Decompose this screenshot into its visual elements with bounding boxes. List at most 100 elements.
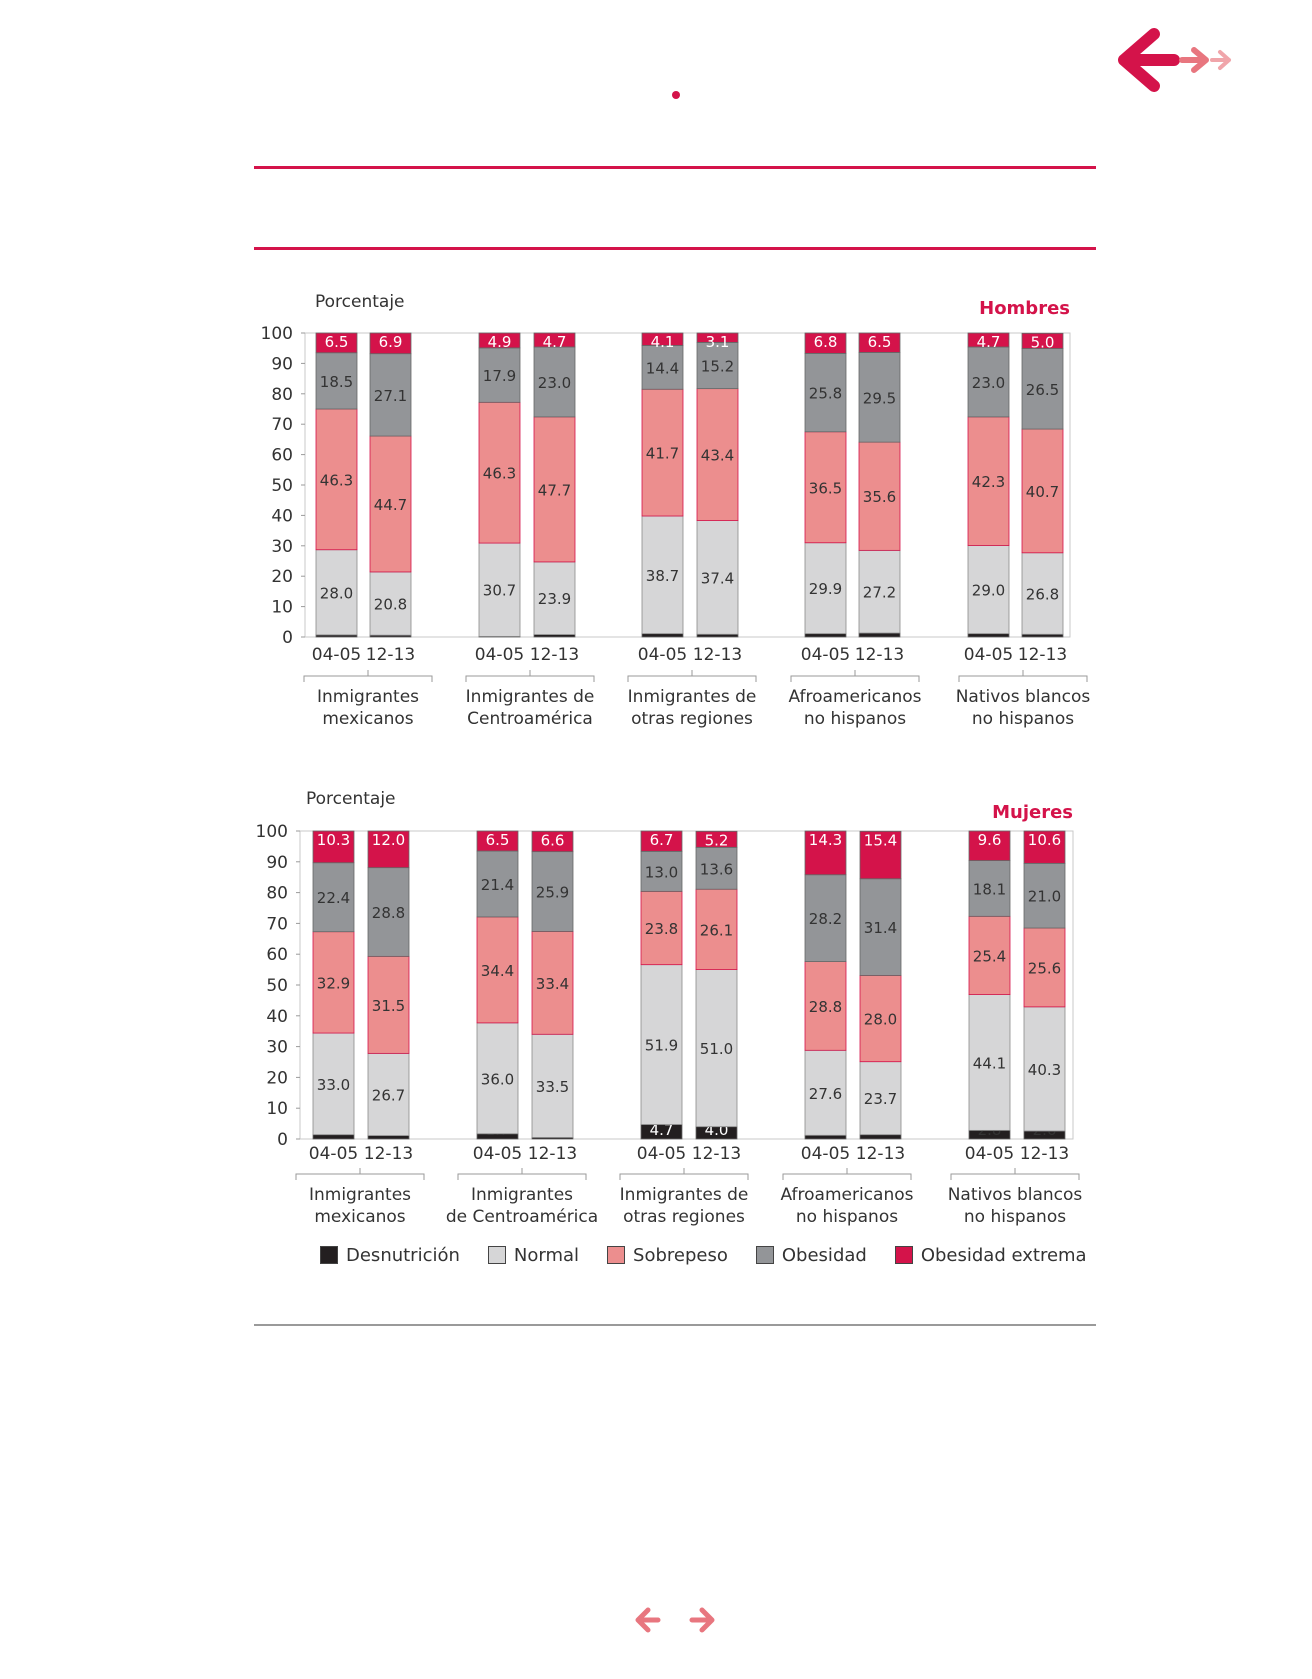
legend-item-sobrepeso: Sobrepeso: [607, 1245, 728, 1266]
data-label-normal: 20.8: [374, 596, 407, 614]
group-label: otras regiones: [631, 709, 753, 729]
data-label-obesidad: 25.8: [809, 385, 842, 403]
y-tick-label: 50: [271, 476, 293, 496]
group-label: Nativos blancos: [948, 1185, 1083, 1205]
data-label-normal: 26.8: [1026, 586, 1059, 604]
data-label-normal: 30.7: [483, 582, 516, 600]
data-label-sobrepeso: 36.5: [809, 479, 842, 497]
data-label-normal: 44.1: [973, 1054, 1006, 1072]
data-label-normal: 27.2: [863, 584, 896, 602]
bar-segment-normal: [804, 1049, 847, 1136]
data-label-sobrepeso: 46.3: [320, 471, 353, 489]
x-tick-label: 12-13: [1020, 1144, 1069, 1164]
bar-segment-normal: [859, 1061, 902, 1136]
data-label-sobrepeso: 23.8: [645, 920, 678, 938]
x-tick-label: 04-05: [965, 1144, 1014, 1164]
legend-item-obesidad_extrema: Obesidad extrema: [894, 1244, 1087, 1266]
bar-segment-obesidad: [1023, 862, 1066, 929]
data-label-sobrepeso: 42.3: [972, 473, 1005, 491]
next-page-icon[interactable]: [689, 1607, 715, 1633]
data-label-obesidad_extrema: 4.7: [543, 333, 567, 351]
y-tick-label: 80: [271, 385, 293, 405]
bar-segment-normal: [641, 515, 684, 635]
legend-swatch: [607, 1246, 626, 1264]
data-label-sobrepeso: 43.4: [701, 447, 734, 465]
bar-segment-sobrepeso: [315, 408, 358, 551]
y-tick-label: 90: [266, 853, 288, 873]
next-arrow-icon[interactable]: [1210, 50, 1231, 70]
data-label-obesidad: 31.4: [864, 919, 897, 937]
group-label: mexicanos: [314, 1207, 405, 1227]
legend-label: Obesidad extrema: [920, 1244, 1087, 1266]
group-bracket: [782, 1168, 912, 1180]
y-tick-label: 70: [266, 914, 288, 934]
bar-segment-obesidad: [531, 851, 574, 932]
group-label: Inmigrantes de: [620, 1185, 749, 1205]
legend-swatch: [320, 1246, 338, 1264]
chart-legend: Desnutrición Normal Sobrepeso Obesidad Obesi…: [320, 1240, 1115, 1270]
data-label-normal: 28.0: [320, 584, 353, 602]
group-bracket: [950, 1168, 1080, 1180]
group-label: no hispanos: [796, 1207, 898, 1227]
legend-label: Normal: [513, 1244, 580, 1266]
data-label-sobrepeso: 40.7: [1026, 483, 1059, 501]
bar-segment-obesidad: [369, 353, 412, 437]
data-label-obesidad: 28.8: [372, 904, 405, 922]
group-label: no hispanos: [804, 709, 906, 729]
x-tick-label: 04-05: [964, 645, 1013, 665]
plot-frame: [304, 332, 1071, 638]
data-label-sobrepeso: 26.1: [700, 921, 733, 939]
bar-segment-normal: [315, 549, 358, 636]
bar-segment-normal: [695, 969, 738, 1128]
bar-segment-obesidad_extrema: [641, 332, 684, 346]
data-label-obesidad: 13.0: [645, 863, 678, 881]
bottom-navigation: [635, 1607, 715, 1633]
bar-segment-obesidad_extrema: [315, 332, 358, 354]
bar-segment-normal: [476, 1022, 519, 1135]
group-bracket: [457, 1168, 587, 1180]
header-rule-top: [254, 166, 1096, 169]
bar-segment-obesidad_extrema: [312, 830, 355, 864]
data-label-obesidad: 29.5: [863, 389, 896, 407]
data-label-sobrepeso: 47.7: [538, 481, 571, 499]
data-label-obesidad_extrema: 4.7: [977, 333, 1001, 351]
bar-segment-normal: [858, 549, 901, 634]
data-label-normal: 38.7: [646, 567, 679, 585]
x-tick-label: 12-13: [366, 645, 415, 665]
data-label-sobrepeso: 25.4: [973, 947, 1006, 965]
bar-segment-obesidad: [967, 346, 1010, 418]
chart-title: Mujeres: [992, 802, 1073, 823]
data-label-normal: 40.3: [1028, 1061, 1061, 1079]
bar-segment-obesidad_extrema: [859, 830, 902, 880]
data-label-normal: 23.9: [538, 590, 571, 608]
bar-segment-obesidad: [696, 342, 739, 390]
bar-segment-sobrepeso: [804, 961, 847, 1051]
y-tick-label: 0: [277, 1130, 288, 1150]
data-label-obesidad: 18.5: [320, 373, 353, 391]
legend-label: Obesidad: [781, 1244, 867, 1266]
x-tick-label: 04-05: [312, 645, 361, 665]
x-tick-label: 12-13: [364, 1144, 413, 1164]
y-tick-label: 10: [271, 598, 293, 618]
legend-label: Desnutrición: [346, 1244, 460, 1266]
back-arrow-icon[interactable]: [1118, 28, 1180, 92]
group-label: Inmigrantes: [471, 1185, 573, 1205]
bar-segment-sobrepeso: [369, 435, 412, 573]
chart-mujeres: 0 10 20 30 40 50 60 70 80 90 100 Porcentaje Mujeres 1…: [256, 789, 1083, 1227]
bar-segment-sobrepeso: [640, 890, 683, 966]
bar-segment-sobrepeso: [967, 416, 1010, 546]
data-label-obesidad_extrema: 6.6: [541, 831, 565, 849]
previous-page-icon[interactable]: [635, 1607, 661, 1633]
group-label: otras regiones: [623, 1207, 745, 1227]
bar-segment-obesidad_extrema: [968, 830, 1011, 861]
data-label-obesidad_extrema: 6.5: [325, 333, 349, 351]
forward-arrow-icon[interactable]: [1179, 47, 1209, 73]
data-label-obesidad_extrema: 4.1: [651, 333, 675, 351]
x-tick-label: 04-05: [801, 1144, 850, 1164]
legend-label: Sobrepeso: [633, 1244, 728, 1266]
data-label-obesidad_extrema: 12.0: [372, 831, 405, 849]
bar-segment-obesidad: [804, 874, 847, 962]
data-label-obesidad: 15.2: [701, 358, 734, 376]
data-label-obesidad_extrema: 3.1: [706, 333, 730, 351]
data-label-normal: 36.0: [481, 1070, 514, 1088]
